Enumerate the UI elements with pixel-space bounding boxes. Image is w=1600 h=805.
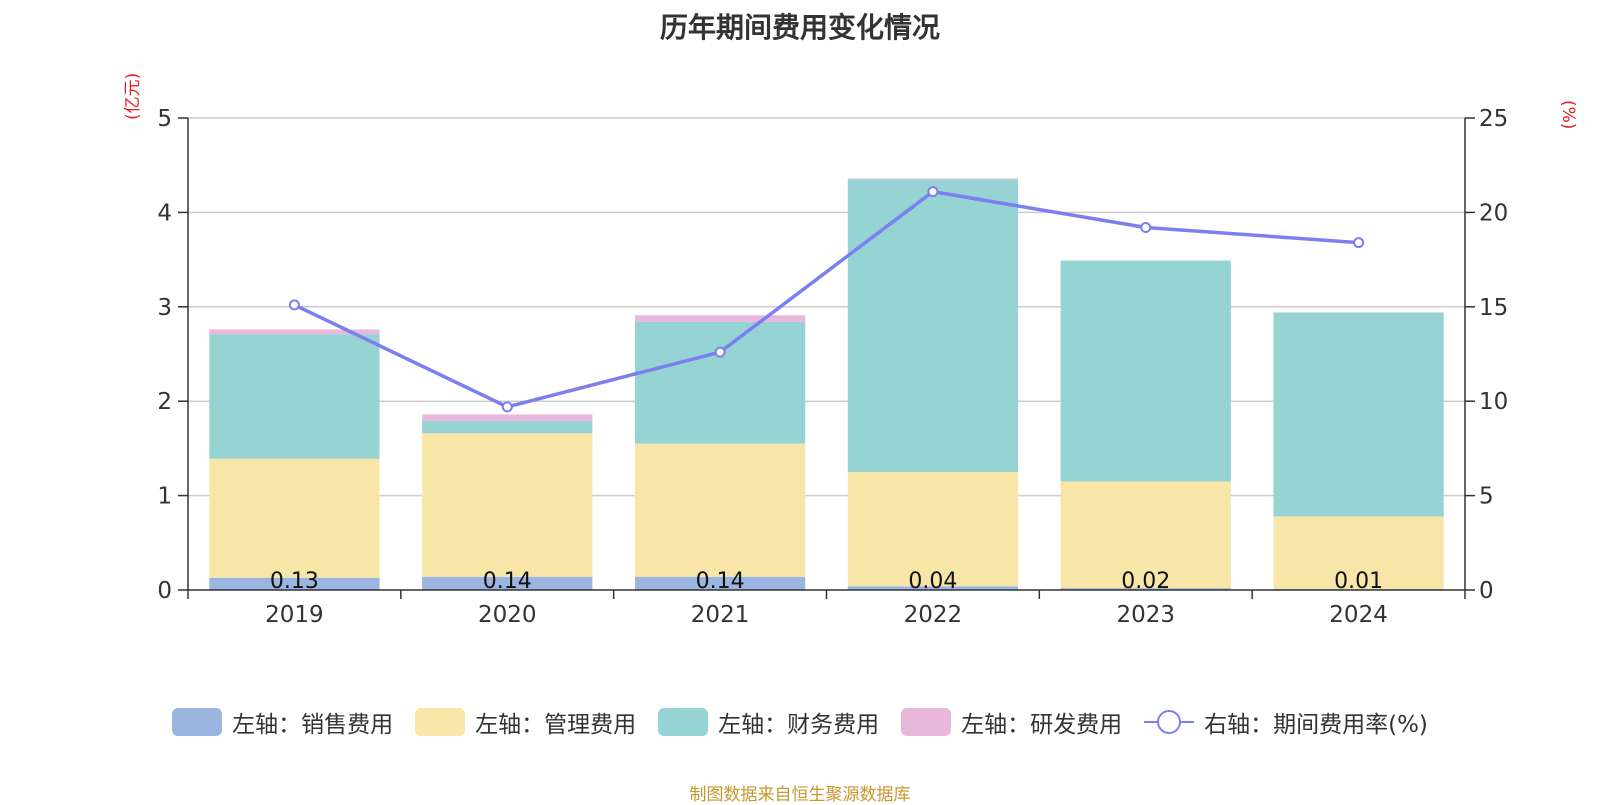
- legend-label-rd-expense: 左轴：研发费用: [961, 712, 1123, 738]
- bar-segment-0: [847, 586, 1019, 590]
- x-axis-tick-label: 2019: [265, 602, 324, 628]
- left-axis-tick-label: 5: [157, 106, 172, 132]
- legend-label-expense-ratio: 右轴：期间费用率(%): [1204, 712, 1428, 738]
- bar-segment-1: [1273, 516, 1444, 590]
- bar-segment-3: [209, 329, 380, 335]
- bar-segment-2: [1273, 312, 1444, 517]
- left-axis-tick-label: 0: [157, 578, 172, 604]
- legend-item-admin-expense[interactable]: 左轴：管理费用: [415, 705, 636, 739]
- expense-ratio-point: [1140, 222, 1152, 234]
- legend: 左轴：销售费用 左轴：管理费用 左轴：财务费用 左轴：研发费用 右轴：期间费用率…: [0, 705, 1600, 739]
- legend-item-rd-expense[interactable]: 左轴：研发费用: [901, 705, 1122, 739]
- legend-label-admin-expense: 左轴：管理费用: [475, 712, 637, 738]
- legend-item-expense-ratio[interactable]: 右轴：期间费用率(%): [1144, 705, 1428, 739]
- legend-swatch-admin-expense: [415, 708, 466, 736]
- bar-segment-2: [1060, 260, 1231, 482]
- legend-swatch-rd-expense: [901, 708, 952, 736]
- expense-ratio-point: [288, 299, 300, 311]
- chart-title: 历年期间费用变化情况: [659, 11, 940, 44]
- left-axis-tick-label: 2: [157, 389, 172, 415]
- expense-ratio-line: [293, 189, 1359, 409]
- expense-ratio-point: [501, 401, 513, 413]
- legend-swatch-finance-expense: [658, 708, 709, 736]
- bar-segment-3: [634, 315, 806, 322]
- right-axis-tick-label: 15: [1479, 295, 1508, 321]
- legend-item-finance-expense[interactable]: 左轴：财务费用: [658, 705, 879, 739]
- bar-segment-0: [1060, 588, 1231, 590]
- right-axis-tick-label: 10: [1479, 389, 1508, 415]
- x-axis-tick-label: 2021: [691, 602, 750, 628]
- legend-line-marker-icon: [1144, 708, 1195, 736]
- expense-ratio-point: [927, 186, 939, 198]
- right-axis-tick-label: 25: [1479, 106, 1508, 132]
- left-axis-tick-label: 3: [157, 295, 172, 321]
- bar-segment-1: [1060, 481, 1231, 589]
- right-axis-tick-label: 0: [1479, 578, 1494, 604]
- bar-segment-2: [847, 179, 1019, 473]
- x-axis-tick-label: 2020: [478, 602, 537, 628]
- legend-swatch-sales-expense: [172, 708, 223, 736]
- bar-segment-1: [422, 433, 593, 577]
- x-axis-tick-label: 2024: [1329, 602, 1388, 628]
- bar-segment-0: [209, 577, 380, 590]
- legend-label-finance-expense: 左轴：财务费用: [718, 712, 880, 738]
- expense-ratio-point: [1353, 237, 1365, 249]
- x-axis-tick-label: 2022: [904, 602, 963, 628]
- bar-segment-1: [209, 458, 380, 578]
- legend-item-sales-expense[interactable]: 左轴：销售费用: [172, 705, 393, 739]
- bar-segment-0: [634, 576, 806, 590]
- bar-segment-3: [847, 178, 1019, 180]
- bar-segment-0: [422, 576, 593, 590]
- bar-segment-2: [209, 334, 380, 459]
- legend-label-sales-expense: 左轴：销售费用: [232, 712, 394, 738]
- source-note: 制图数据来自恒生聚源数据库: [689, 785, 911, 805]
- left-axis-tick-label: 1: [157, 484, 172, 510]
- x-axis-tick-label: 2023: [1116, 602, 1175, 628]
- bar-segment-2: [634, 321, 806, 444]
- right-axis-tick-label: 20: [1479, 200, 1508, 226]
- bar-segment-3: [422, 414, 593, 422]
- left-axis-tick-label: 4: [157, 200, 172, 226]
- right-axis-tick-label: 5: [1479, 484, 1494, 510]
- bar-segment-2: [422, 421, 593, 434]
- bar-segment-1: [847, 472, 1019, 587]
- bar-segment-1: [634, 443, 806, 577]
- expense-ratio-point: [714, 346, 726, 358]
